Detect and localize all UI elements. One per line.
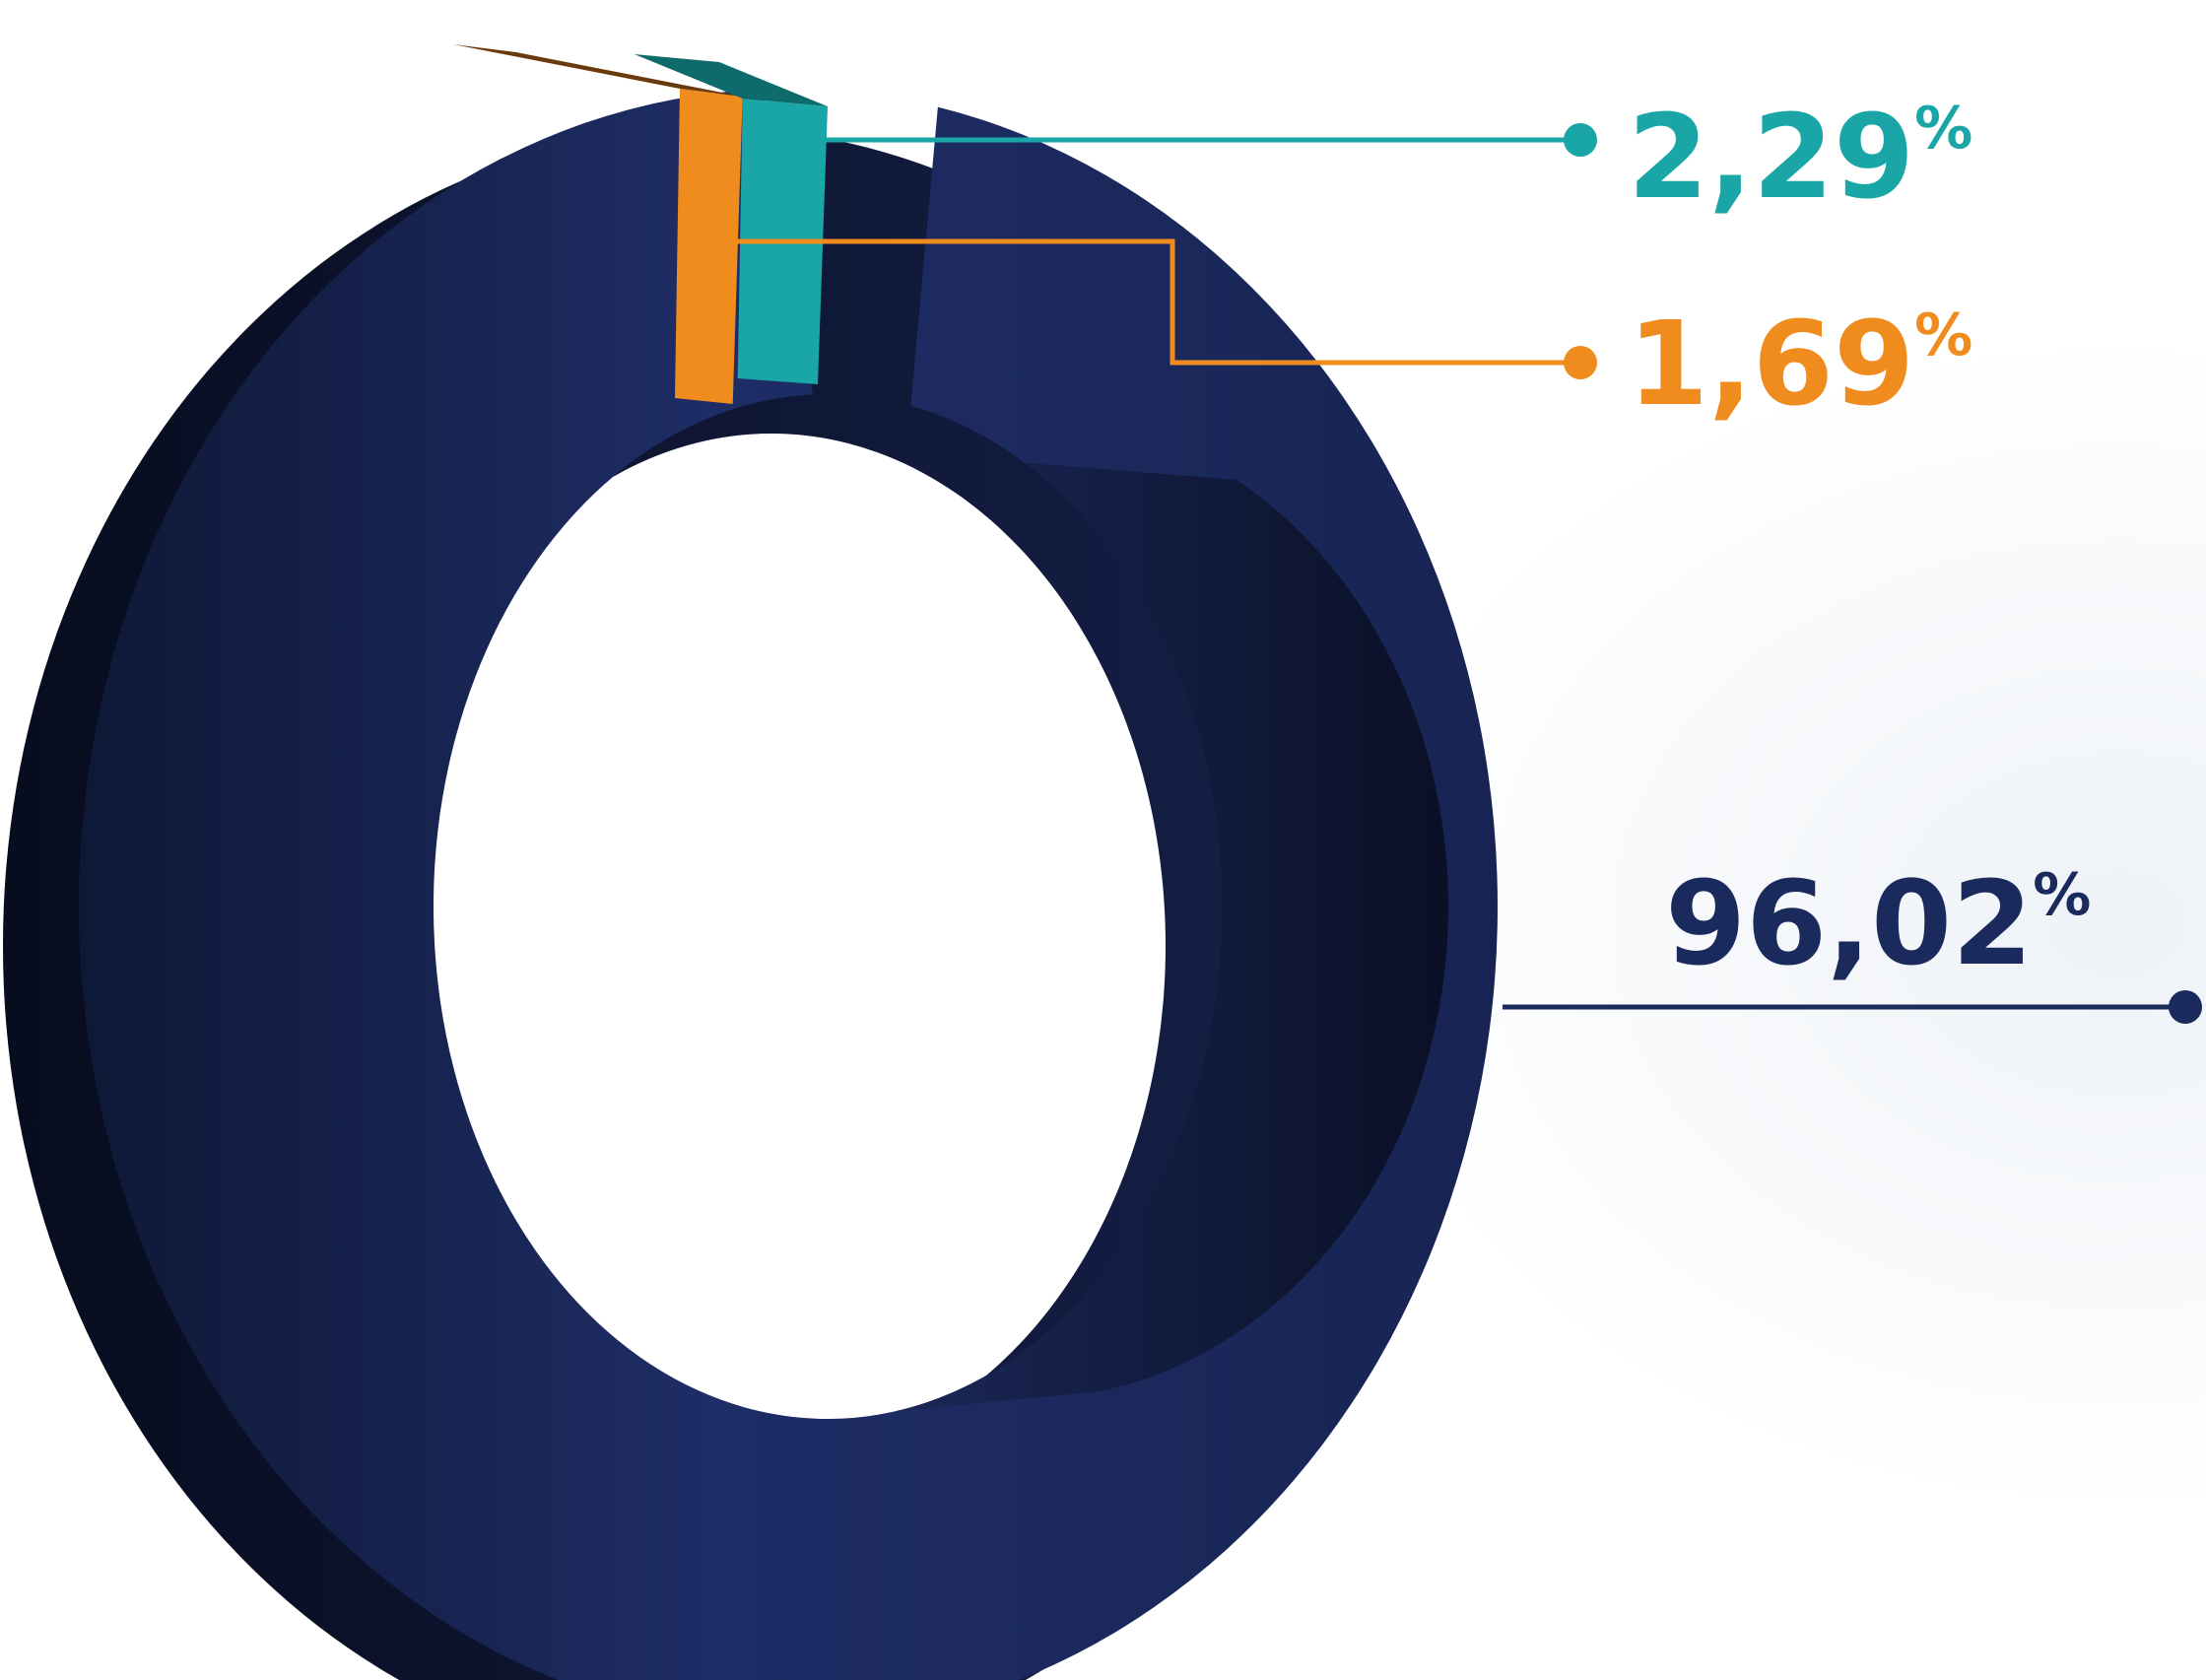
- data-label-0: 2,29%: [1628, 89, 1972, 225]
- leader-dot-2: [2169, 990, 2202, 1024]
- data-label-unit-0: %: [1914, 94, 1972, 162]
- slice-1-front: [675, 89, 743, 404]
- ring-inner-wall: [896, 462, 1448, 1412]
- data-label-unit-2: %: [2033, 860, 2091, 928]
- data-label-1: 1,69%: [1628, 296, 1972, 432]
- slice-0-top: [634, 54, 828, 106]
- leader-dot-0: [1564, 123, 1597, 157]
- slice-1-top: [453, 44, 743, 97]
- data-label-unit-1: %: [1914, 301, 1972, 369]
- labels: 2,29% 1,69% 96,02%: [701, 89, 2202, 1024]
- leader-line-1: [701, 238, 1580, 366]
- data-label-2: 96,02%: [1665, 855, 2091, 991]
- leader-dot-1: [1564, 346, 1597, 379]
